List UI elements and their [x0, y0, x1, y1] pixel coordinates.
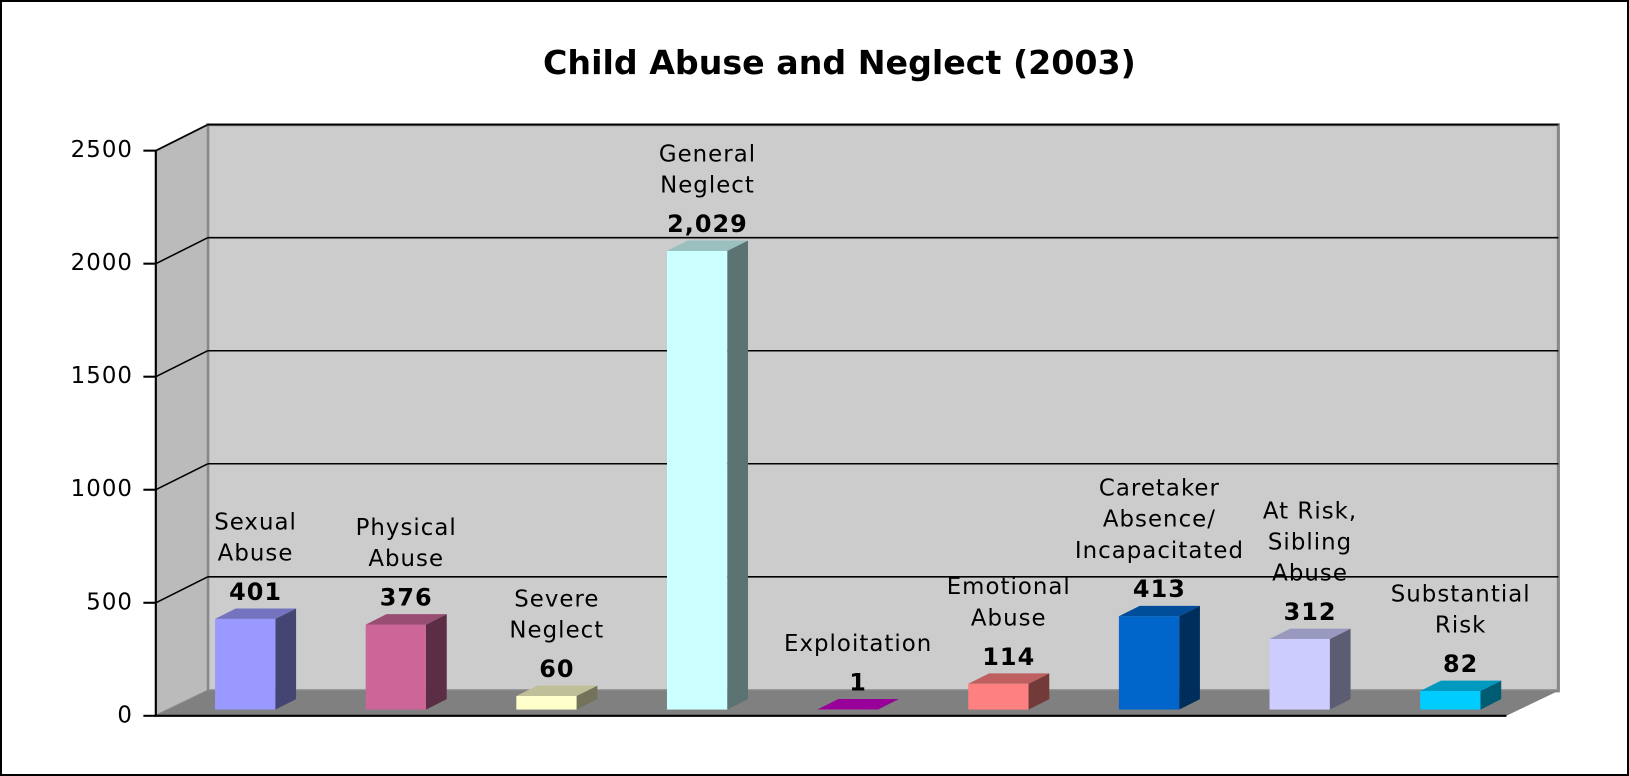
value-label: 60 [539, 655, 574, 683]
y-tick-label: 0 [117, 702, 133, 728]
bar-side [576, 685, 598, 710]
bar-side [1480, 680, 1502, 710]
bar-side [877, 698, 899, 710]
grid-line [155, 350, 209, 378]
value-label: 312 [1284, 598, 1337, 626]
chart-title: Child Abuse and Neglect (2003) [543, 43, 1136, 82]
value-label: 376 [380, 584, 433, 612]
bar-top [666, 240, 749, 251]
bar-side [727, 240, 749, 710]
bar-side [425, 614, 447, 710]
bar-top [1269, 628, 1351, 640]
value-label: 413 [1133, 575, 1186, 603]
y-tick-label: 2500 [71, 137, 133, 163]
bar [1118, 616, 1180, 710]
bar-top [817, 698, 899, 710]
side-wall [154, 122, 209, 718]
y-tick-label: 1500 [71, 363, 133, 389]
plot-area: Child Abuse and Neglect (2003) 0 500 1000 1… [71, 43, 1560, 728]
value-label: 114 [982, 643, 1035, 671]
bar-top [968, 673, 1050, 684]
bar-side [275, 608, 297, 710]
y-tick-label: 500 [86, 589, 133, 615]
bar-side [1179, 605, 1200, 710]
bar [516, 696, 577, 710]
bar [968, 683, 1029, 710]
category-label: Substantial Risk [1391, 581, 1531, 638]
bar-top [365, 614, 447, 625]
grid-line [155, 123, 209, 152]
category-label: Emotional Abuse [947, 574, 1071, 631]
bar-side [1329, 628, 1351, 710]
category-label: Severe Neglect [509, 586, 604, 643]
value-label: 401 [229, 578, 282, 606]
value-label: 82 [1443, 650, 1478, 678]
category-label: Physical Abuse [356, 514, 457, 571]
grid-line [155, 463, 209, 491]
category-label: Caretaker Absence/Incapacitated [1075, 475, 1244, 563]
bar [666, 250, 728, 710]
bar-top [215, 608, 297, 619]
y-tick-label: 2000 [71, 250, 133, 276]
value-label: 1 [849, 668, 867, 696]
bar-top [516, 685, 598, 697]
category-label: Sexual Abuse [214, 509, 297, 566]
bar [365, 624, 426, 710]
bar [215, 618, 276, 710]
category-label: General Neglect [659, 141, 756, 198]
category-label: At Risk, Sibling Abuse [1263, 498, 1357, 586]
grid-line [155, 576, 209, 604]
bar-top [1420, 680, 1502, 692]
bar [1420, 691, 1481, 710]
y-tick-label: 1000 [71, 476, 133, 502]
category-label: Exploitation [784, 630, 932, 656]
value-label: 2,029 [667, 210, 748, 238]
bar-top [1118, 605, 1200, 617]
bar-side [1028, 673, 1050, 710]
grid-line [155, 237, 209, 265]
bar [1269, 639, 1330, 710]
